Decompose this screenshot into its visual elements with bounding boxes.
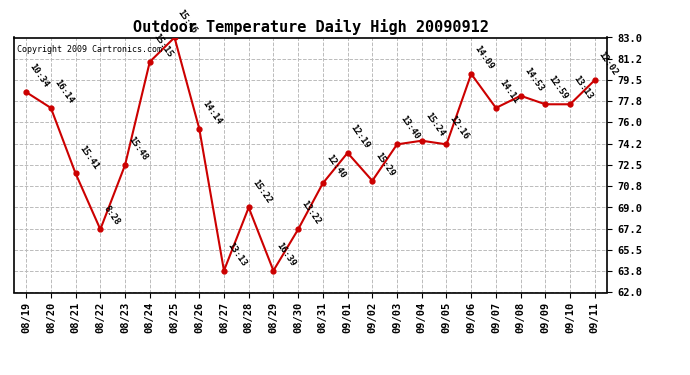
Text: 14:14: 14:14 xyxy=(201,99,224,126)
Text: 8:28: 8:28 xyxy=(101,204,121,226)
Text: 13:13: 13:13 xyxy=(226,241,248,268)
Text: 12:16: 12:16 xyxy=(448,114,471,142)
Text: Copyright 2009 Cartronics.com: Copyright 2009 Cartronics.com xyxy=(17,45,161,54)
Text: 16:14: 16:14 xyxy=(52,78,75,105)
Text: 13:40: 13:40 xyxy=(398,114,421,142)
Text: 14:09: 14:09 xyxy=(473,44,495,71)
Text: 12:02: 12:02 xyxy=(596,50,619,77)
Title: Outdoor Temperature Daily High 20090912: Outdoor Temperature Daily High 20090912 xyxy=(132,19,489,35)
Text: 15:29: 15:29 xyxy=(374,151,397,178)
Text: 15:24: 15:24 xyxy=(423,111,446,138)
Text: 15:41: 15:41 xyxy=(77,144,100,171)
Text: 10:34: 10:34 xyxy=(28,62,50,89)
Text: 15:46: 15:46 xyxy=(176,8,199,35)
Text: 15:22: 15:22 xyxy=(250,177,273,205)
Text: 15:15: 15:15 xyxy=(151,32,174,59)
Text: 12:40: 12:40 xyxy=(324,153,347,180)
Text: 14:53: 14:53 xyxy=(522,66,545,93)
Text: 12:19: 12:19 xyxy=(349,123,372,150)
Text: 16:39: 16:39 xyxy=(275,241,297,268)
Text: 14:11: 14:11 xyxy=(497,78,520,105)
Text: 15:48: 15:48 xyxy=(126,135,149,162)
Text: 13:13: 13:13 xyxy=(571,74,594,102)
Text: 13:22: 13:22 xyxy=(299,200,322,226)
Text: 12:59: 12:59 xyxy=(546,74,569,102)
